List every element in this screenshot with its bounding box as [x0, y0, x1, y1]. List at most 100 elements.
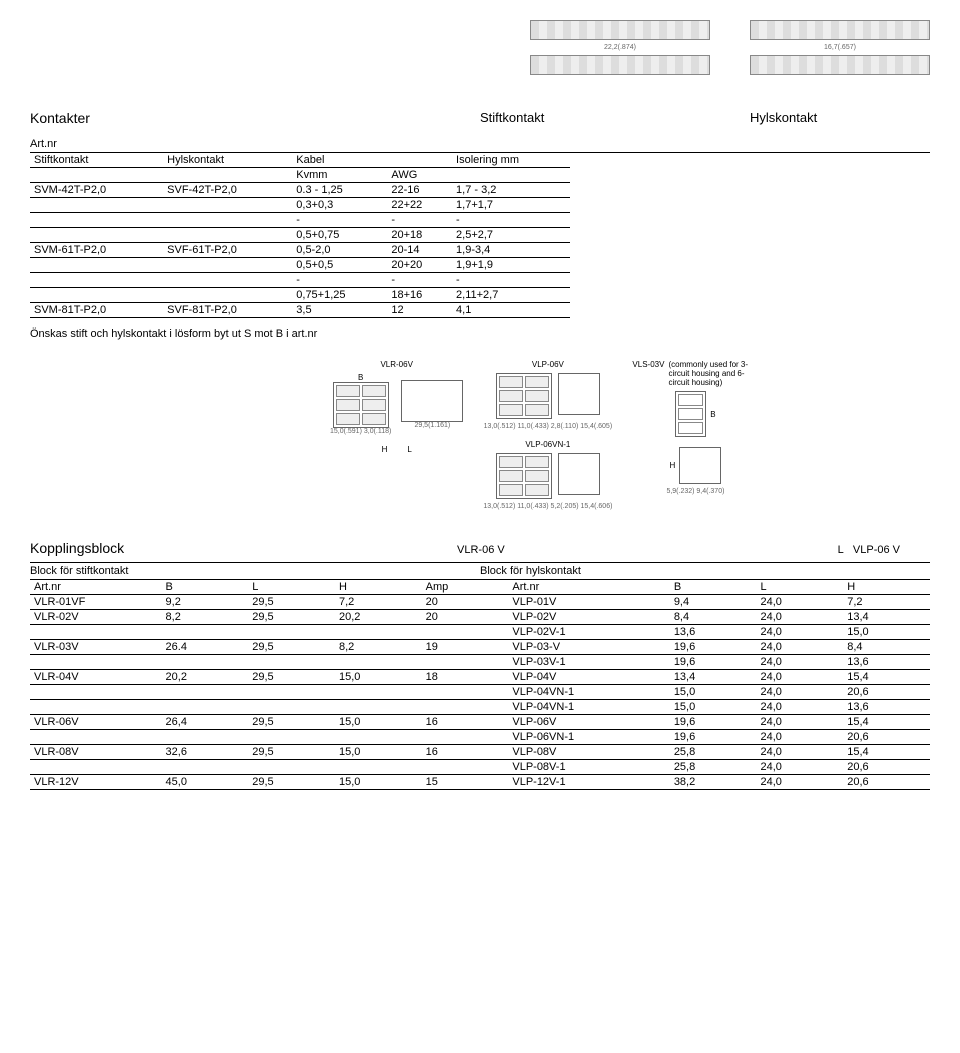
cell: 0,5-2,0 — [292, 243, 387, 258]
cell: 4,1 — [452, 303, 570, 318]
cell: 15,0 — [335, 775, 422, 790]
cell — [30, 700, 162, 715]
cell: 2,5+2,7 — [452, 228, 570, 243]
table-row: 0,5+0,7520+182,5+2,7 — [30, 228, 570, 243]
cell — [422, 760, 509, 775]
cell: 7,2 — [843, 595, 930, 610]
vls-note: (commonly used for 3-circuit housing and… — [668, 360, 758, 387]
diag-label: VLS-03V — [632, 360, 664, 369]
cell: 15,0 — [335, 715, 422, 730]
cell: VLP-04VN-1 — [508, 685, 669, 700]
cell: VLR-01VF — [30, 595, 162, 610]
cell: 1,9-3,4 — [452, 243, 570, 258]
cell — [335, 685, 422, 700]
kopplingsblock-title: Kopplingsblock — [30, 540, 124, 556]
dim-L: L — [407, 445, 411, 454]
cell: 15,0 — [335, 670, 422, 685]
cell: VLP-03-V — [508, 640, 669, 655]
cell: VLP-02V — [508, 610, 669, 625]
col-subheader: AWG — [387, 168, 452, 183]
cell — [30, 198, 163, 213]
cell: 24,0 — [757, 685, 844, 700]
cell — [163, 198, 292, 213]
cell: VLR-12V — [30, 775, 162, 790]
cell: 22+22 — [387, 198, 452, 213]
cell — [422, 730, 509, 745]
cell: 29,5 — [248, 640, 335, 655]
cell: 8,4 — [670, 610, 757, 625]
dim-H: H — [382, 445, 388, 454]
cell — [335, 655, 422, 670]
cell — [30, 625, 162, 640]
cell: 13,6 — [670, 625, 757, 640]
cell — [248, 655, 335, 670]
col-header: Hylskontakt — [163, 153, 292, 168]
cell: 12 — [387, 303, 452, 318]
cell: 0,75+1,25 — [292, 288, 387, 303]
cell: VLP-06V — [508, 715, 669, 730]
block-stift-header: Block för stiftkontakt — [30, 563, 480, 579]
cell: 0,5+0,5 — [292, 258, 387, 273]
col-header: B — [670, 580, 757, 595]
cell: 9,2 — [162, 595, 249, 610]
cell: 15,0 — [335, 745, 422, 760]
cell: 20,2 — [162, 670, 249, 685]
cell: 0,5+0,75 — [292, 228, 387, 243]
cell: 13,4 — [843, 610, 930, 625]
cell — [30, 213, 163, 228]
cell: 13,6 — [843, 700, 930, 715]
col-header: L — [757, 580, 844, 595]
cell: 22-16 — [387, 183, 452, 198]
table-row: --- — [30, 273, 570, 288]
table-row: SVM-42T-P2,0SVF-42T-P2,00.3 - 1,2522-161… — [30, 183, 570, 198]
cell — [248, 625, 335, 640]
cell: SVM-81T-P2,0 — [30, 303, 163, 318]
cell — [30, 288, 163, 303]
diag-label: VLP-06VN-1 — [525, 440, 570, 449]
cell: 15,0 — [670, 685, 757, 700]
vlp06v-label: VLP-06 V — [853, 544, 900, 556]
cell: 24,0 — [757, 775, 844, 790]
col-subheader: Kvmm — [292, 168, 387, 183]
diag-label: VLR-06V — [380, 360, 412, 369]
cell: SVM-61T-P2,0 — [30, 243, 163, 258]
cell: VLP-01V — [508, 595, 669, 610]
cell: 18+16 — [387, 288, 452, 303]
cell: 29,5 — [248, 670, 335, 685]
table-row: VLR-03V26.429,58,219VLP-03-V19,624,08,4 — [30, 640, 930, 655]
conn-icon — [333, 382, 389, 428]
col-subheader — [163, 168, 292, 183]
cell: 20,2 — [335, 610, 422, 625]
cell — [163, 213, 292, 228]
table-row: VLR-02V8,229,520,220VLP-02V8,424,013,4 — [30, 610, 930, 625]
table-row: SVM-61T-P2,0SVF-61T-P2,00,5-2,020-141,9-… — [30, 243, 570, 258]
cell: - — [452, 273, 570, 288]
table-row: 0,75+1,2518+162,11+2,7 — [30, 288, 570, 303]
cell: - — [292, 273, 387, 288]
dim-B: B — [710, 410, 715, 419]
section-title: Kontakter — [30, 110, 90, 126]
cell — [163, 288, 292, 303]
cell — [162, 625, 249, 640]
cell: - — [452, 213, 570, 228]
cell — [162, 760, 249, 775]
cell: 25,8 — [670, 760, 757, 775]
col-header: Stiftkontakt — [30, 153, 163, 168]
header-row: Kontakter Stiftkontakt Hylskontakt — [30, 110, 930, 126]
cell — [248, 700, 335, 715]
cell: 20+18 — [387, 228, 452, 243]
cell: 29,5 — [248, 745, 335, 760]
dim-H: H — [670, 461, 676, 470]
col-header: Isolering mm — [452, 153, 570, 168]
dim-L: L — [838, 544, 844, 556]
cell: VLP-03V-1 — [508, 655, 669, 670]
dim-B: B — [358, 373, 363, 382]
cell: - — [387, 213, 452, 228]
cell: VLR-03V — [30, 640, 162, 655]
cell: 24,0 — [757, 610, 844, 625]
cell — [162, 730, 249, 745]
table-row: VLR-01VF9,229,57,220VLP-01V9,424,07,2 — [30, 595, 930, 610]
cell — [422, 625, 509, 640]
cell — [248, 685, 335, 700]
cell: 25,8 — [670, 745, 757, 760]
